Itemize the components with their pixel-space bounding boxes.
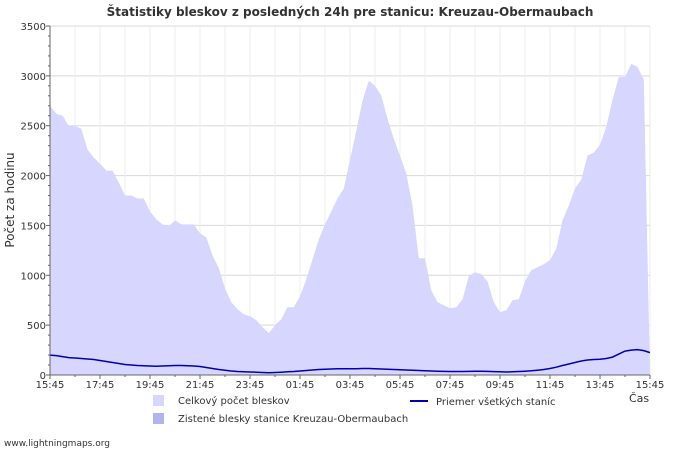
plot-area: [49, 63, 651, 376]
x-tick-labels: 15:45 17:45 19:45 21:45 23:45 01:45 03:45 05:45…: [36, 380, 665, 391]
x-tick-label: 15:45: [636, 380, 665, 391]
legend-label: Zistené blesky stanice Kreuzau-Obermauba…: [178, 413, 408, 425]
x-tick-label: 07:45: [436, 380, 465, 391]
legend-label: Celkový počet bleskov: [178, 395, 290, 407]
y-tick-labels: 0 500 1000 1500 2000 2500 3000 3500: [21, 22, 46, 382]
x-tick-label: 11:45: [536, 380, 565, 391]
legend: Celkový počet bleskov Zistené blesky stan…: [153, 395, 556, 425]
legend-label: Priemer všetkých staníc: [436, 396, 556, 408]
x-tick-label: 09:45: [486, 380, 515, 391]
axes: [46, 25, 651, 379]
x-tick-label: 17:45: [86, 380, 115, 391]
x-tick-label: 15:45: [36, 380, 65, 391]
footer-site-link[interactable]: www.lightningmaps.org: [4, 439, 110, 449]
x-tick-label: 23:45: [236, 380, 265, 391]
y-tick-label: 1500: [21, 221, 46, 232]
x-tick-label: 21:45: [186, 380, 215, 391]
legend-swatch: [153, 395, 164, 406]
series-total-area: [50, 63, 650, 376]
chart-title: Štatistiky bleskov z posledných 24h pre …: [107, 4, 594, 19]
y-tick-label: 2000: [21, 172, 46, 183]
x-tick-label: 03:45: [336, 380, 365, 391]
y-axis-label: Počet za hodinu: [3, 152, 17, 247]
series-average-line: [49, 348, 651, 374]
y-tick-label: 0: [40, 371, 46, 382]
y-tick-label: 3500: [21, 22, 46, 33]
x-axis-label: Čas: [629, 392, 649, 405]
y-tick-label: 500: [27, 321, 46, 332]
x-tick-label: 19:45: [136, 380, 165, 391]
y-tick-label: 3000: [21, 72, 46, 83]
x-tick-label: 13:45: [586, 380, 615, 391]
x-tick-label: 01:45: [286, 380, 315, 391]
x-tick-label: 05:45: [386, 380, 415, 391]
y-tick-label: 2500: [21, 122, 46, 133]
legend-swatch: [153, 413, 164, 424]
y-tick-label: 1000: [21, 271, 46, 282]
